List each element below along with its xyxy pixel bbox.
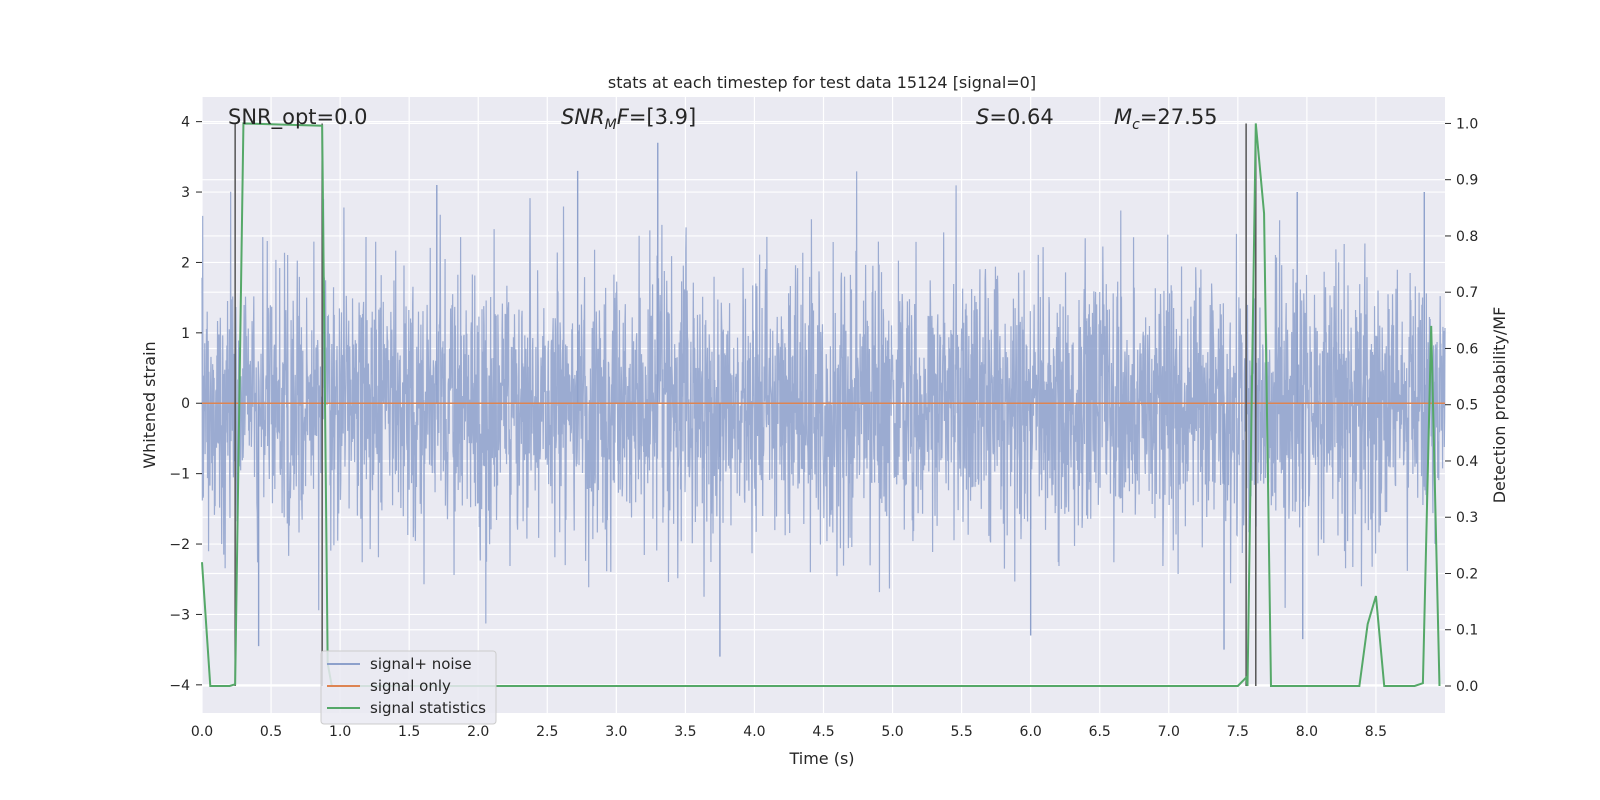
y-tick-label-left: −1 — [169, 467, 190, 483]
y-tick-label-left: 3 — [181, 185, 190, 201]
y-axis-right-ticks: 0.0 0.1 0.2 0.3 0.4 0.5 0.6 0.7 0.8 0.9 1.0 — [1445, 116, 1478, 695]
y-tick-label-right: 0.6 — [1456, 341, 1478, 357]
x-tick-label: 5.0 — [881, 724, 903, 740]
x-tick-label: 0.0 — [191, 724, 213, 740]
series-signal-noise — [201, 142, 1446, 657]
y-tick-label-left: −4 — [169, 678, 190, 694]
x-tick-label: 8.5 — [1365, 724, 1387, 740]
x-axis-label: Time (s) — [788, 749, 854, 768]
series-signal-statistics — [201, 122, 1441, 687]
annotation-s: S=0.64 — [976, 105, 1054, 129]
legend-entry-signal-only: signal only — [370, 677, 451, 695]
x-tick-label: 3.0 — [605, 724, 627, 740]
signal-noise-line — [201, 171, 1446, 624]
x-tick-label: 6.0 — [1020, 724, 1042, 740]
y-tick-label-right: 0.4 — [1456, 454, 1478, 470]
x-tick-label: 4.0 — [743, 724, 765, 740]
x-tick-label: 7.0 — [1158, 724, 1180, 740]
x-tick-label: 3.5 — [674, 724, 696, 740]
x-tick-label: 1.5 — [398, 724, 420, 740]
y-axis-left-ticks: −4 −3 −2 −1 0 1 2 3 4 — [169, 115, 202, 694]
y-tick-label-right: 0.8 — [1456, 229, 1478, 245]
y-tick-label-left: 4 — [181, 115, 190, 131]
legend-entry-signal-noise: signal+ noise — [370, 655, 472, 673]
y-tick-label-left: −3 — [169, 607, 190, 623]
y-tick-label-right: 1.0 — [1456, 116, 1478, 132]
x-tick-label: 0.5 — [260, 724, 282, 740]
y-tick-label-right: 0.1 — [1456, 623, 1478, 639]
x-axis-ticks: 0.0 0.5 1.0 1.5 2.0 2.5 3.0 3.5 4.0 4.5 5.0 5.5 6.0 6… — [191, 724, 1387, 740]
x-tick-label: 5.5 — [950, 724, 972, 740]
chart-title: stats at each timestep for test data 151… — [608, 73, 1036, 92]
y-tick-label-left: 2 — [181, 255, 190, 271]
y-tick-label-right: 0.5 — [1456, 398, 1478, 414]
annotation-snr-mf-rest: F — [617, 105, 630, 129]
y-tick-label-right: 0.7 — [1456, 285, 1478, 301]
y-tick-label-right: 0.9 — [1456, 173, 1478, 189]
y-tick-label-left: 0 — [181, 396, 190, 412]
annotation-mc-name: M — [1114, 105, 1132, 129]
annotation-snr-opt: SNR_opt=0.0 — [228, 105, 368, 130]
annotation-s-name: S — [976, 105, 989, 129]
annotation-s-value: =0.64 — [989, 105, 1053, 129]
annotation-mc-value: =27.55 — [1140, 105, 1218, 129]
annotation-snr-mf-name: SNR — [561, 105, 605, 129]
x-tick-label: 4.5 — [812, 724, 834, 740]
y-tick-label-left: 1 — [181, 326, 190, 342]
legend: signal+ noise signal only signal statist… — [320, 650, 497, 725]
x-tick-label: 1.0 — [329, 724, 351, 740]
legend-box — [320, 650, 497, 725]
annotation-snr-mf-sub: M — [605, 117, 617, 133]
annotation-snr-mf: SNRMF=[3.9] — [561, 105, 696, 133]
y-axis-left-label: Whitened strain — [140, 341, 159, 468]
legend-entry-signal-statistics: signal statistics — [370, 699, 486, 717]
annotation-snr-mf-value: =[3.9] — [629, 105, 696, 129]
annotation-mc: Mc=27.55 — [1114, 105, 1218, 133]
y-tick-label-right: 0.0 — [1456, 679, 1478, 695]
y-tick-label-right: 0.3 — [1456, 510, 1478, 526]
y-tick-label-left: −2 — [169, 537, 190, 553]
x-tick-label: 8.0 — [1296, 724, 1318, 740]
x-tick-label: 7.5 — [1227, 724, 1249, 740]
x-tick-label: 2.0 — [467, 724, 489, 740]
y-axis-right-label: Detection probability/MF — [1490, 307, 1509, 504]
annotation-mc-sub: c — [1132, 117, 1140, 133]
x-tick-label: 2.5 — [536, 724, 558, 740]
x-tick-label: 6.5 — [1089, 724, 1111, 740]
y-tick-label-right: 0.2 — [1456, 566, 1478, 582]
signal-statistics-line — [201, 122, 1441, 687]
